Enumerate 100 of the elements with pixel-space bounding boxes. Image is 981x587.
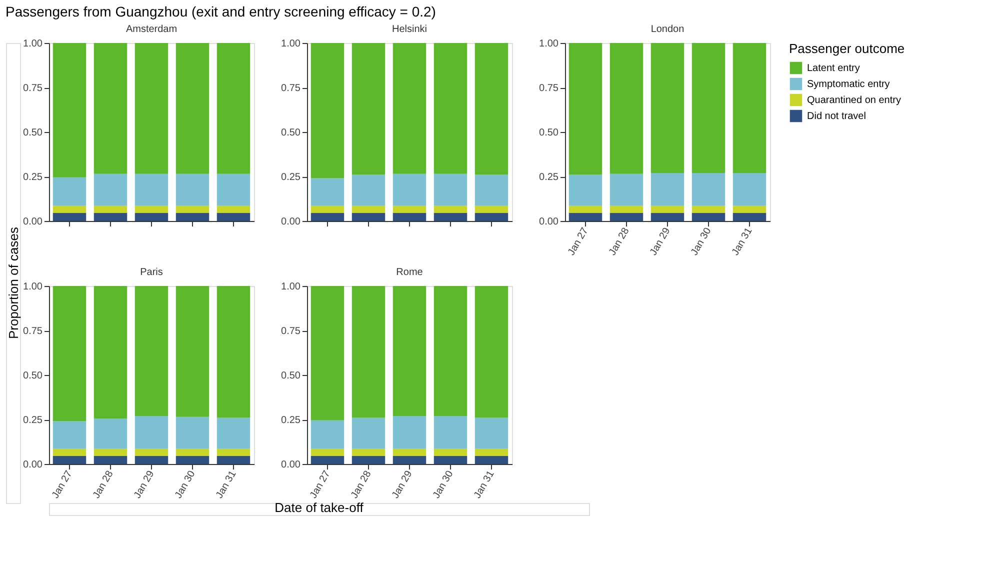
x-tick-label: Jan 28 (607, 226, 632, 258)
legend-label: Did not travel (807, 111, 866, 122)
bar (352, 206, 386, 213)
x-tick-label: Jan 27 (50, 468, 75, 501)
bar (94, 448, 128, 456)
bar (692, 43, 726, 173)
bar (392, 174, 426, 206)
y-tick-label: 0.00 (23, 460, 43, 470)
bar (216, 174, 250, 206)
bar (610, 212, 644, 221)
bar (52, 421, 86, 449)
bar (352, 212, 386, 221)
bar (52, 448, 86, 456)
y-tick-label: 0.00 (23, 216, 43, 228)
text: Passengers from Guangzhou (exit and entry screening efficacy = 0.2) (6, 4, 436, 20)
bar (650, 172, 684, 206)
bar (176, 448, 210, 456)
bar (434, 456, 468, 464)
legend-label: Symptomatic entry (807, 79, 890, 90)
bar (392, 43, 426, 174)
bar (434, 212, 468, 221)
y-tick-label: 0.50 (23, 128, 43, 138)
bar (94, 286, 128, 419)
y-tick-label: 0.00 (281, 216, 301, 228)
bar (52, 177, 86, 206)
bar (52, 286, 86, 422)
chart-title: Amsterdam (126, 24, 178, 35)
bar (176, 286, 210, 417)
bar (474, 206, 508, 213)
bar (650, 212, 684, 221)
bar (52, 43, 86, 178)
bar (216, 212, 250, 221)
bar (434, 174, 468, 206)
bar (176, 206, 210, 213)
x-tick-label: Jan 30 (431, 468, 456, 501)
bar (134, 212, 168, 221)
bar (610, 206, 644, 213)
bar (474, 286, 508, 418)
bar (310, 420, 344, 449)
bar (94, 43, 128, 174)
y-tick-label: 1.00 (539, 38, 559, 50)
bar (352, 43, 386, 175)
bar (134, 43, 168, 174)
bar (176, 456, 210, 464)
bar (216, 456, 250, 464)
bar (352, 174, 386, 206)
y-tick-label: 0.00 (281, 460, 301, 470)
bar (392, 206, 426, 213)
bar (568, 206, 602, 213)
bar (352, 456, 386, 464)
bar (176, 212, 210, 221)
bar (650, 206, 684, 213)
bar (216, 206, 250, 213)
chart-title: Rome (396, 267, 424, 278)
legend-title: Passenger outcome (789, 41, 905, 56)
bar (310, 212, 344, 221)
y-tick-label: 0.75 (23, 326, 43, 337)
bar (94, 206, 128, 213)
x-tick-label: Jan 28 (91, 468, 116, 501)
y-tick-label: 0.50 (23, 370, 43, 382)
bar (52, 456, 86, 464)
y-tick-label: 0.25 (281, 415, 301, 426)
bar (610, 43, 644, 174)
bar (474, 174, 508, 206)
bar (216, 418, 250, 449)
bar (94, 174, 128, 206)
bar (310, 43, 344, 178)
x-tick-label: Jan 31 (214, 468, 239, 501)
bar (134, 174, 168, 206)
x-tick-label: Jan 29 (390, 468, 415, 501)
bar (310, 206, 344, 213)
y-tick-label: 0.75 (23, 83, 43, 94)
bar (568, 43, 602, 175)
bar (392, 416, 426, 449)
y-tick-label: 0.50 (539, 128, 559, 138)
bar (310, 448, 344, 456)
bar (392, 448, 426, 456)
y-tick-label: 0.25 (23, 172, 43, 183)
y-tick-label: 0.25 (23, 415, 43, 426)
bar (692, 172, 726, 206)
bar (176, 174, 210, 206)
bar (732, 43, 766, 173)
bar (568, 212, 602, 221)
bar (310, 286, 344, 420)
bar (434, 448, 468, 456)
bar (434, 43, 468, 174)
bar (568, 174, 602, 206)
x-tick-label: Jan 29 (648, 226, 673, 258)
bar (692, 212, 726, 221)
bar (610, 174, 644, 206)
y-tick-label: 1.00 (23, 38, 43, 50)
bar (732, 212, 766, 221)
bar (52, 206, 86, 213)
x-tick-label: Jan 27 (308, 468, 333, 501)
bar (352, 286, 386, 418)
x-tick-label: Jan 27 (566, 226, 591, 258)
chart-title: London (650, 24, 684, 35)
bar (134, 206, 168, 213)
bar (732, 172, 766, 206)
bar (650, 43, 684, 173)
